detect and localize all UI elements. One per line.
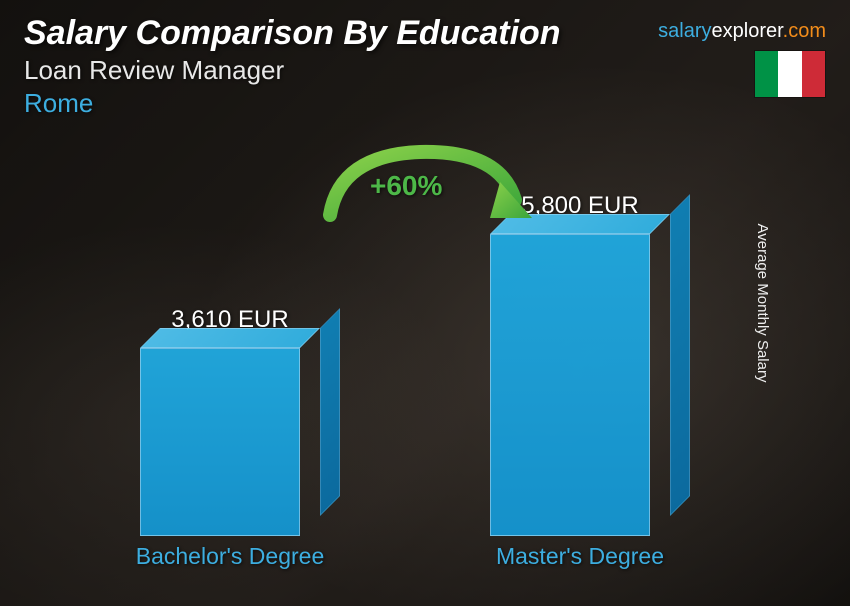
flag-stripe-red — [802, 51, 825, 97]
bar-side-face — [670, 194, 690, 516]
job-title: Loan Review Manager — [24, 55, 561, 86]
flag-stripe-green — [755, 51, 778, 97]
bar-bachelors: 3,610 EUR — [140, 306, 320, 536]
header: Salary Comparison By Education Loan Revi… — [24, 14, 561, 119]
bar-top-face — [140, 328, 320, 348]
bar3d-masters — [490, 234, 670, 536]
bar3d-bachelors — [140, 348, 320, 536]
bar-side-face — [320, 308, 340, 516]
y-axis-label: Average Monthly Salary — [754, 224, 771, 383]
location: Rome — [24, 88, 561, 119]
page-title: Salary Comparison By Education — [24, 14, 561, 53]
bar-label-bachelors: Bachelor's Degree — [100, 543, 360, 570]
percent-increase-label: +60% — [370, 170, 442, 202]
brand-part2: explorer — [712, 20, 783, 42]
brand-logo: salaryexplorer.com — [658, 20, 826, 43]
country-flag-italy — [754, 50, 826, 98]
bar-chart: +60% 3,610 EUR 5,800 EUR Bachelor's Degr… — [80, 160, 750, 576]
bar-label-masters: Master's Degree — [450, 543, 710, 570]
brand-part1: salary — [658, 20, 711, 42]
flag-stripe-white — [778, 51, 801, 97]
bar-front-face — [490, 234, 650, 536]
bar-front-face — [140, 348, 300, 536]
brand-part3: .com — [783, 20, 826, 42]
